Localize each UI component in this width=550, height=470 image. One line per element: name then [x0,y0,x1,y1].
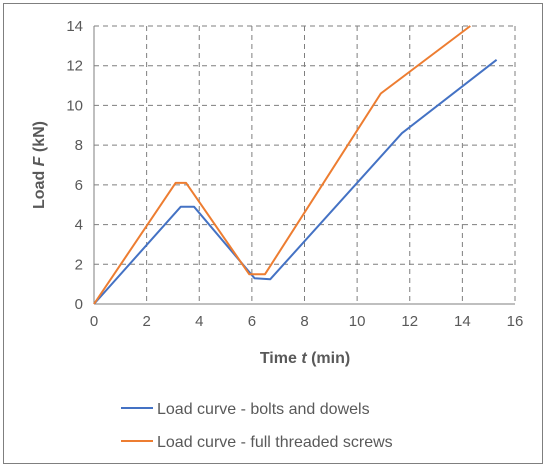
series-line-bolts-and-dowels [93,59,498,305]
y-tick-label: 8 [75,137,83,154]
legend-label-bolts-and-dowels: Load curve - bolts and dowels [157,401,370,418]
legend-item-bolts-and-dowels: Load curve - bolts and dowels [121,401,370,418]
series-lines [93,25,498,305]
legend: Load curve - bolts and dowels Load curve… [121,401,393,451]
x-tick-label: 12 [401,313,418,330]
x-tick-label: 14 [454,313,471,330]
axes [93,26,515,305]
x-tick-label: 6 [248,313,256,330]
x-tick-label: 2 [142,313,150,330]
y-tick-label: 10 [66,97,83,114]
y-tick-label: 2 [75,256,83,273]
x-tick-label: 10 [349,313,366,330]
x-tick-label: 16 [507,313,524,330]
chart-frame [3,3,543,464]
y-tick-label: 4 [75,217,83,234]
grid-lines [94,25,516,304]
y-tick-label: 6 [75,177,83,194]
y-axis-label: Load F (kN) [31,121,48,209]
tick-labels: 0 2 4 6 8 10 12 14 0 2 4 6 8 10 12 14 16 [66,18,523,330]
x-axis-label: Time t (min) [260,350,350,367]
legend-item-full-threaded-screws: Load curve - full threaded screws [121,434,393,451]
y-tick-label: 12 [66,58,83,75]
x-tick-label: 8 [300,313,308,330]
x-tick-label: 4 [195,313,203,330]
series-line-full-threaded-screws [93,25,471,305]
x-tick-label: 0 [90,313,98,330]
legend-label-full-threaded-screws: Load curve - full threaded screws [157,434,393,451]
y-tick-label: 0 [75,296,83,313]
y-tick-label: 14 [66,18,83,35]
